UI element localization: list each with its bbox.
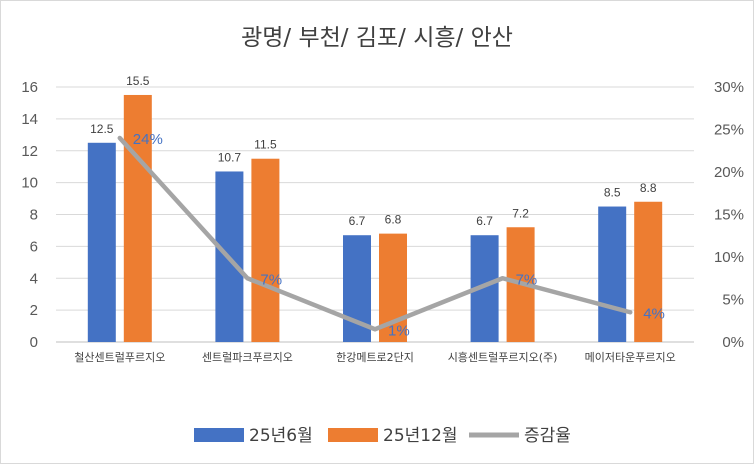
left-tick-label: 2 — [30, 302, 38, 319]
category-label: 센트럴파크푸르지오 — [202, 351, 293, 364]
change-rate-line — [117, 135, 633, 332]
bar-value-label: 10.7 — [218, 150, 242, 164]
legend-swatch — [194, 428, 244, 442]
right-tick-label: 5% — [722, 292, 744, 309]
right-tick-label: 0% — [722, 334, 744, 351]
data-labels: 12.5 10.7 6.7 6.7 8.5 15.5 11.5 6.8 7.2 8.8 24% 7% 1… — [90, 74, 665, 339]
right-tick-label: 30% — [714, 79, 744, 96]
bar-value-label: 6.8 — [385, 213, 402, 227]
legend-swatch — [328, 428, 378, 442]
line-point — [117, 136, 122, 140]
category-labels: 철산센트럴푸르지오 센트럴파크푸르지오 한강메트로2단지 시흥센트럴푸르지오(주) 메이… — [74, 350, 675, 364]
percent-label: 7% — [516, 271, 538, 288]
line-point — [245, 276, 250, 281]
left-tick-label: 0 — [30, 334, 38, 351]
bar-value-label: 8.8 — [640, 181, 657, 195]
bar-value-label: 7.2 — [512, 206, 529, 220]
bar-value-label: 6.7 — [476, 214, 493, 228]
line-point — [500, 276, 505, 281]
percent-label: 7% — [260, 271, 282, 288]
left-tick-label: 16 — [21, 79, 38, 96]
chart-title: 광명/ 부천/ 김포/ 시흥/ 안산 — [241, 25, 513, 51]
bar-value-label: 6.7 — [349, 214, 366, 228]
bar-value-label: 8.5 — [604, 186, 621, 200]
right-tick-label: 20% — [714, 164, 744, 181]
category-label: 시흥센트럴푸르지오(주) — [448, 350, 558, 364]
category-label: 철산센트럴푸르지오 — [74, 351, 165, 364]
bar-value-label: 12.5 — [90, 122, 114, 136]
legend-label: 25년12월 — [383, 426, 458, 446]
line-series — [117, 135, 633, 332]
bar — [251, 158, 280, 342]
right-axis-ticks: 0% 5% 10% 15% 20% 25% 30% — [714, 79, 744, 351]
left-tick-label: 10 — [21, 175, 38, 192]
right-tick-label: 10% — [714, 249, 744, 266]
right-tick-label: 15% — [714, 207, 744, 224]
bar-series — [87, 94, 663, 342]
left-tick-label: 8 — [30, 207, 38, 224]
category-label: 메이저타운푸르지오 — [585, 351, 676, 364]
percent-label: 1% — [388, 322, 410, 339]
left-tick-label: 12 — [21, 143, 38, 160]
bar-value-label: 15.5 — [126, 74, 150, 88]
legend: 25년6월 25년12월 증감율 — [194, 426, 571, 446]
left-tick-label: 6 — [30, 238, 38, 255]
category-label: 한강메트로2단지 — [336, 351, 414, 364]
left-tick-label: 14 — [21, 111, 38, 128]
left-tick-label: 4 — [30, 270, 38, 287]
bar-value-label: 11.5 — [254, 138, 277, 152]
left-axis-ticks: 0 2 4 6 8 10 12 14 16 — [21, 79, 38, 351]
line-point — [628, 310, 633, 315]
bar — [87, 142, 116, 342]
percent-label: 4% — [643, 305, 665, 322]
right-tick-label: 25% — [714, 122, 744, 139]
legend-label: 25년6월 — [249, 426, 313, 446]
legend-label: 증감율 — [524, 426, 571, 446]
bar — [123, 94, 152, 342]
percent-label: 24% — [133, 131, 163, 148]
bar — [598, 206, 627, 342]
line-point — [373, 327, 377, 332]
bar — [634, 201, 663, 342]
